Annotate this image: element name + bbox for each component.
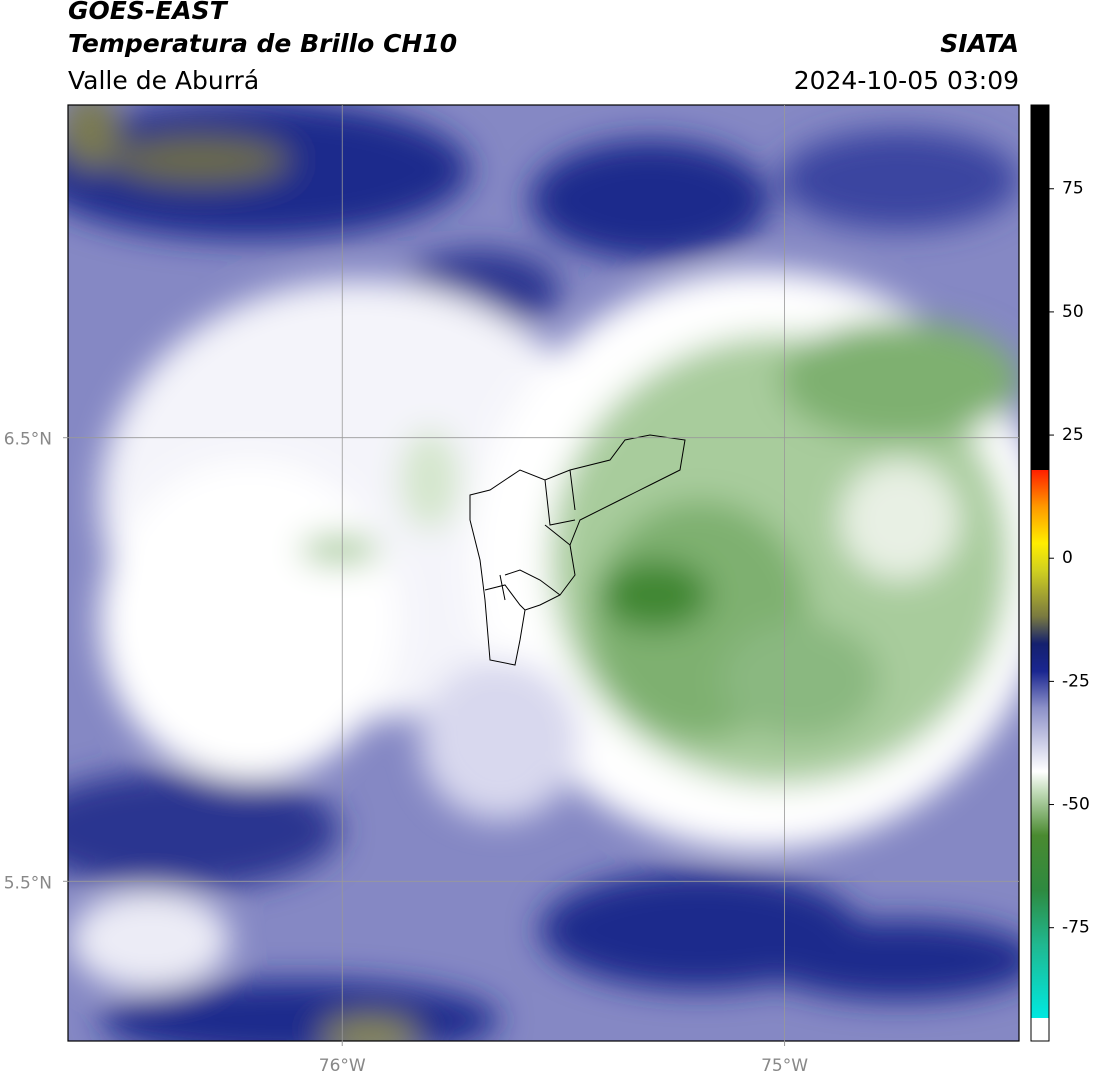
subtitle: Temperatura de Brillo CH10 — [68, 29, 457, 58]
lat-tick-label: 5.5°N — [4, 873, 52, 893]
title: GOES-EAST — [68, 0, 229, 25]
colorbar-extension — [1031, 1018, 1049, 1041]
municipal-boundaries — [469, 434, 686, 666]
datetime: 2024-10-05 03:09 — [794, 66, 1019, 95]
colorbar-tick-label: 50 — [1062, 302, 1084, 322]
colorbar-tick-label: 0 — [1062, 548, 1073, 568]
lon-tick-label: 75°W — [761, 1056, 808, 1076]
colorbar-tick-label: 25 — [1062, 425, 1084, 445]
region: Valle de Aburrá — [68, 66, 259, 95]
colorbar-tick-label: -75 — [1062, 918, 1090, 938]
colorbar-tick-label: -50 — [1062, 795, 1090, 815]
satellite-image — [68, 105, 1019, 1041]
lat-tick-label: 6.5°N — [4, 430, 52, 450]
colorbar — [1031, 105, 1049, 1018]
colorbar-frame — [1030, 104, 1050, 1042]
lon-tick-label: 76°W — [319, 1056, 366, 1076]
map-frame — [67, 104, 1020, 1042]
source: SIATA — [940, 29, 1019, 58]
colorbar-tick-label: -25 — [1062, 671, 1090, 691]
colorbar-tick-label: 75 — [1062, 179, 1084, 199]
